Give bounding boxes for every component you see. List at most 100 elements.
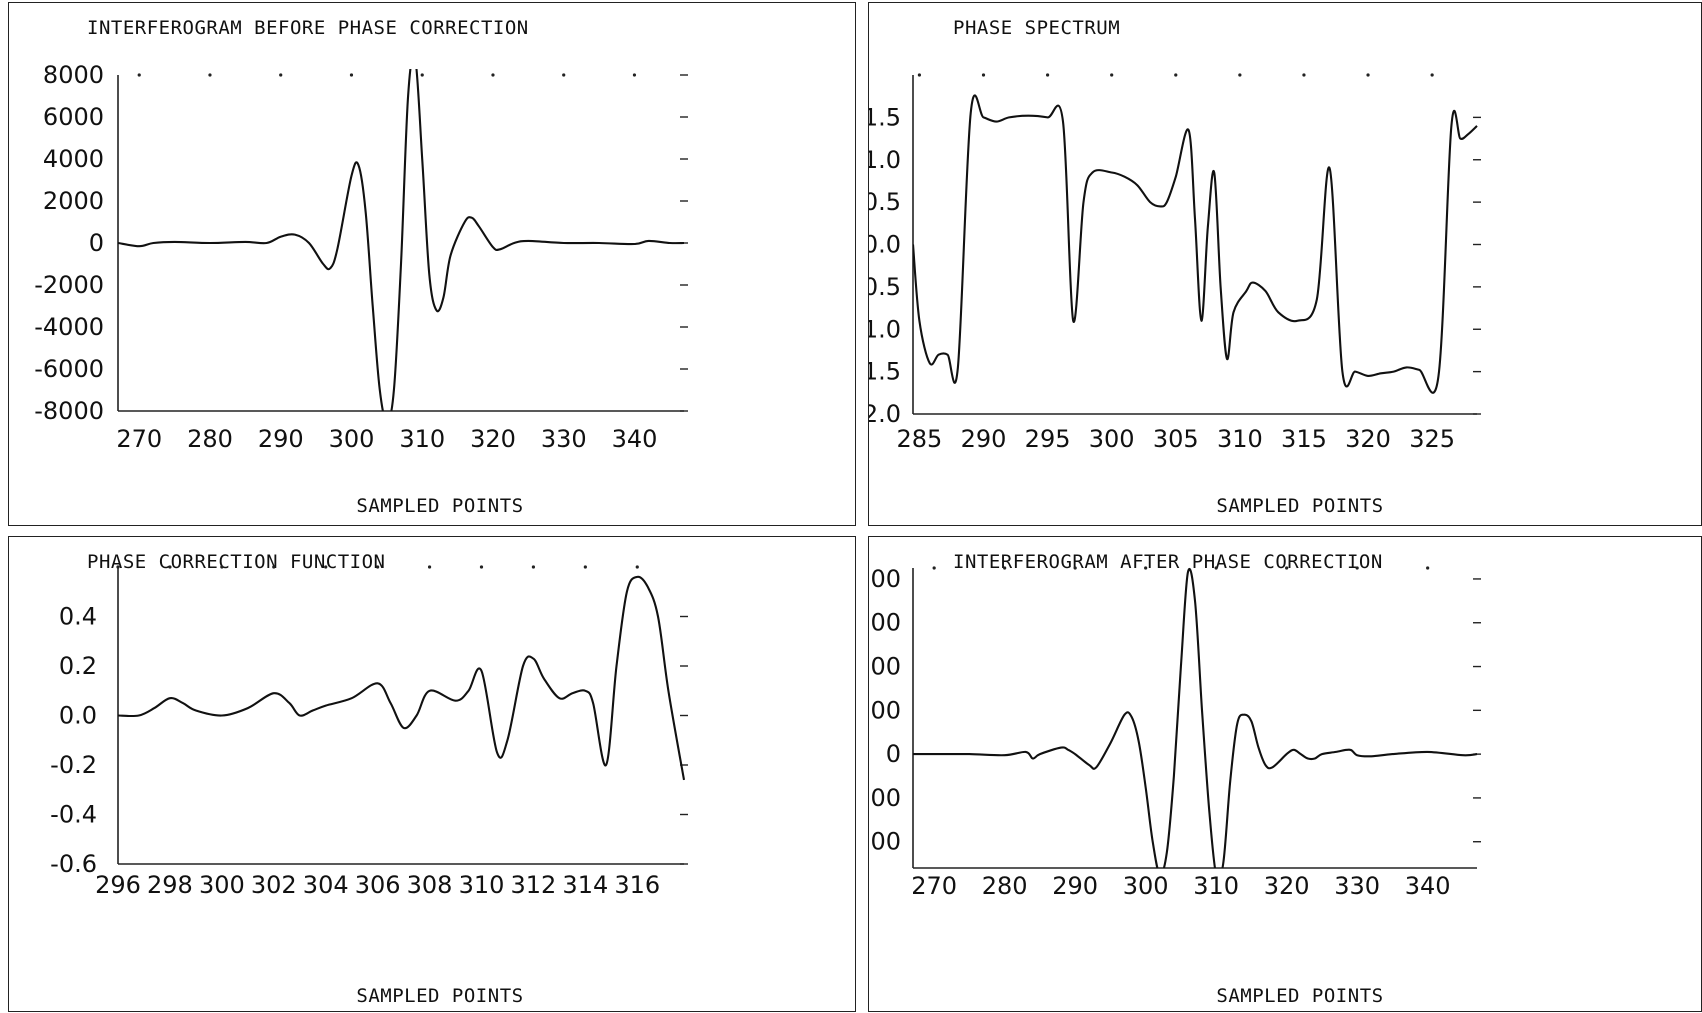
top-tick-dot [531,565,536,569]
x-tick-label: 320 [470,425,516,453]
y-tick-label: 0 [886,740,901,768]
x-tick-label: 312 [511,871,557,899]
y-tick-label: 1.0 [869,146,901,174]
y-tick-label: 0.5 [869,188,901,216]
x-tick-label: 340 [1405,872,1451,900]
top-tick-dot [1214,566,1218,570]
x-axis-label: SAMPLED POINTS [1216,495,1384,517]
y-tick-label: -2000 [869,784,901,812]
x-tick-label: 304 [303,871,349,899]
top-tick-dot [279,73,283,77]
y-tick-label: 4000 [869,653,901,681]
top-tick-dot [635,565,639,569]
top-tick-dot [583,565,587,569]
y-tick-label: 0.0 [59,702,97,730]
top-tick-dot [1073,566,1077,570]
top-tick-dot [479,565,484,569]
chart-title: INTERFEROGRAM AFTER PHASE CORRECTION [953,551,1383,573]
y-tick-label: 8000 [43,61,104,89]
top-tick-dot [168,565,172,569]
series-line [118,69,685,411]
x-tick-label: 270 [116,425,162,453]
y-tick-label: 6000 [869,609,901,637]
series-line [913,567,1478,868]
top-tick-dot [1045,73,1050,77]
top-tick-dot [1110,73,1114,77]
y-tick-label: 8000 [869,565,901,593]
top-tick-dot [427,565,432,569]
x-tick-label: 280 [187,425,233,453]
top-tick-dot [632,73,637,77]
x-tick-label: 320 [1345,425,1391,453]
y-tick-label: -0.5 [869,273,901,301]
top-tick-dot [324,565,328,569]
top-tick-dot [220,565,224,569]
x-tick-label: 270 [911,872,957,900]
y-tick-label: -0.4 [50,801,97,829]
x-axis-label: SAMPLED POINTS [356,495,524,517]
x-tick-label: 310 [399,425,445,453]
x-tick-label: 300 [329,425,375,453]
x-tick-label: 305 [1153,425,1199,453]
top-tick-dot [1302,73,1306,77]
top-tick-dot [1144,566,1148,570]
top-tick-dot [116,565,120,569]
x-tick-label: 330 [541,425,587,453]
top-tick-dot [1355,566,1359,570]
y-tick-label: -1.5 [869,358,901,386]
top-tick-dot [981,73,986,77]
x-axis-label: SAMPLED POINTS [1216,985,1384,1007]
top-tick-dot [137,73,141,77]
chart-title: PHASE SPECTRUM [953,17,1121,39]
top-tick-dot [1003,566,1007,570]
x-tick-label: 300 [199,871,245,899]
x-tick-label: 298 [147,871,193,899]
top-tick-dot [1426,566,1430,570]
panel-interferogram-after: INTERFEROGRAM AFTER PHASE CORRECTION 800… [868,536,1702,1012]
y-tick-label: -8000 [34,397,104,425]
x-tick-label: 315 [1281,425,1327,453]
top-tick-dot [1430,73,1434,77]
x-tick-label: 320 [1264,872,1310,900]
y-tick-label: -2000 [34,271,104,299]
y-tick-label: 0.0 [869,231,901,259]
y-tick-label: 2000 [43,187,104,215]
x-tick-label: 285 [897,425,943,453]
x-tick-label: 306 [355,871,401,899]
y-tick-label: 1.5 [869,103,901,131]
x-tick-label: 296 [95,871,141,899]
x-tick-label: 280 [982,872,1028,900]
panel-interferogram-before: INTERFEROGRAM BEFORE PHASE CORRECTION 80… [8,2,856,526]
top-tick-dot [491,73,495,77]
top-tick-dot [562,73,566,77]
x-tick-label: 340 [612,425,658,453]
x-tick-label: 325 [1409,425,1455,453]
top-tick-dot [1238,73,1242,77]
top-tick-dot [272,565,276,569]
x-tick-label: 310 [1193,872,1239,900]
top-tick-dot [349,73,354,77]
top-tick-dot [1366,73,1370,77]
top-tick-dot [1174,73,1178,77]
x-tick-label: 290 [961,425,1007,453]
series-line [913,94,1478,394]
y-tick-label: -6000 [34,355,104,383]
chart-plot-3: 8000 6000 4000 2000 0 -2000 -4000 270 280 290 300 3… [869,565,1481,900]
x-tick-label: 330 [1334,872,1380,900]
chart-title: INTERFEROGRAM BEFORE PHASE CORRECTION [87,17,529,39]
x-tick-label: 300 [1089,425,1135,453]
x-tick-label: 295 [1025,425,1071,453]
x-tick-label: 316 [614,871,660,899]
top-tick-dot [1285,566,1289,570]
x-tick-label: 290 [1052,872,1098,900]
x-tick-label: 290 [258,425,304,453]
x-tick-label: 314 [562,871,608,899]
y-tick-label: 0 [89,229,104,257]
y-tick-label: -2.0 [869,400,901,428]
x-tick-label: 300 [1123,872,1169,900]
panel-phase-correction-function: PHASE CORRECTION FUNCTION 0.4 0.2 0.0 -0.2 -… [8,536,856,1012]
y-tick-label: 0.4 [59,603,97,631]
top-tick-dot [376,565,380,569]
chart-plot-0: 8000 6000 4000 2000 0 -2000 -4000 -6000 -8000 270… [34,61,688,453]
